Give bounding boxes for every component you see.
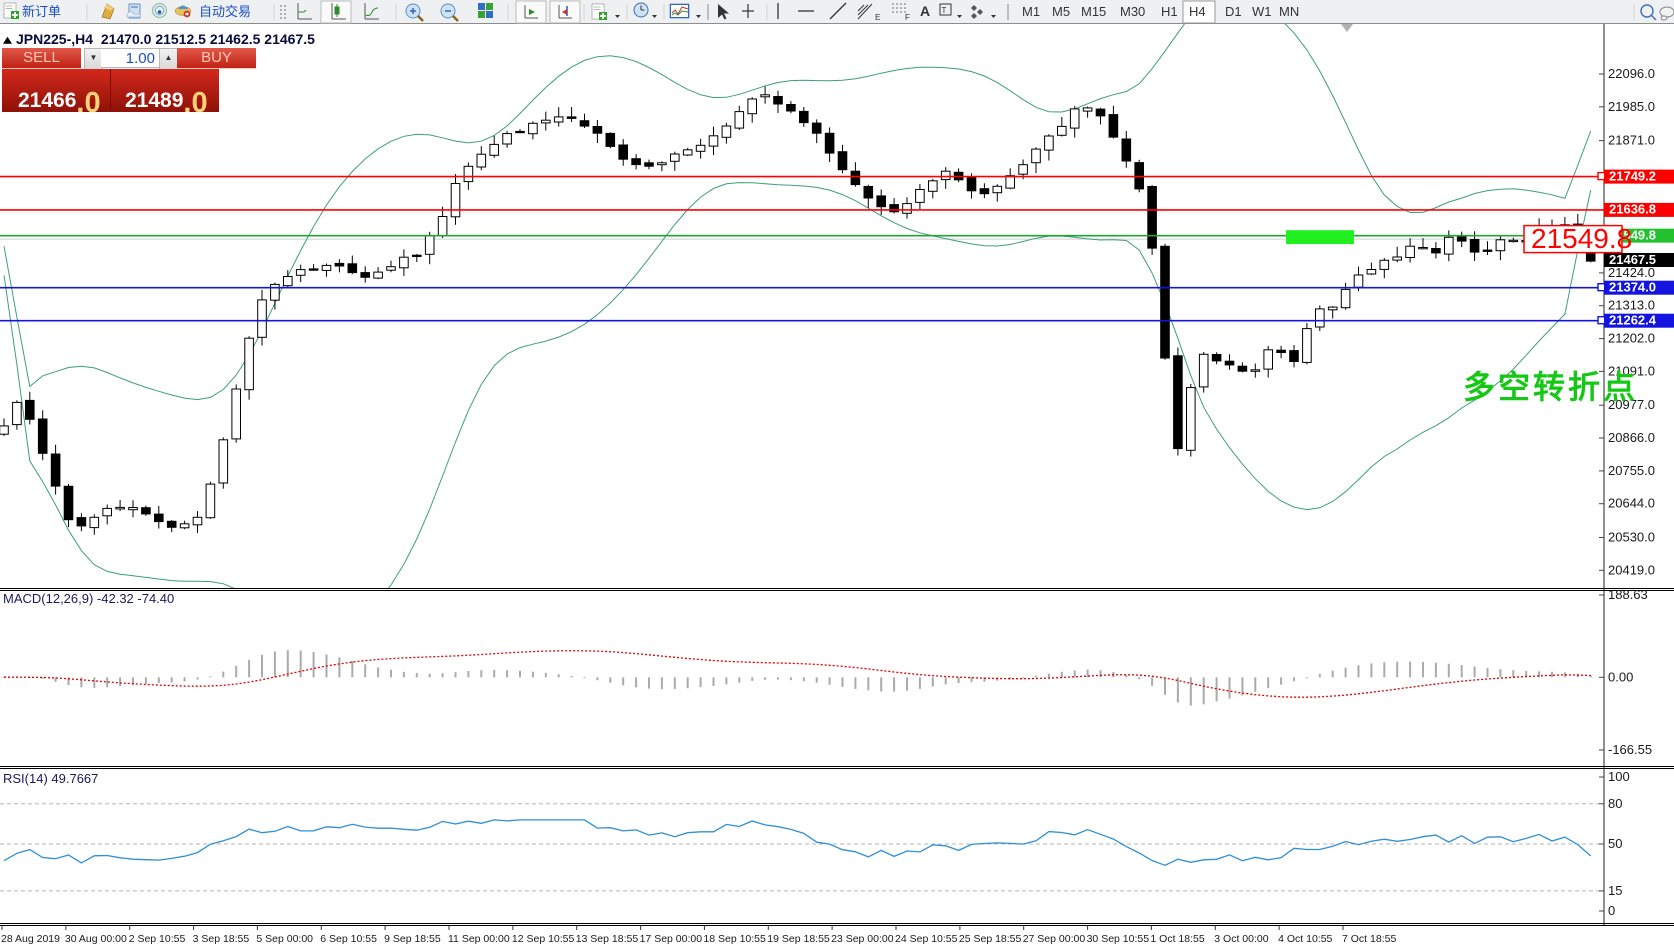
svg-text:20419.0: 20419.0 [1608, 562, 1655, 577]
svg-text:H1: H1 [1161, 4, 1178, 19]
svg-text:20866.0: 20866.0 [1608, 430, 1655, 445]
svg-text:21424.0: 21424.0 [1608, 265, 1655, 280]
svg-text:MN: MN [1279, 4, 1299, 19]
svg-text:5 Sep 00:00: 5 Sep 00:00 [256, 933, 313, 945]
svg-text:21871.0: 21871.0 [1608, 133, 1655, 148]
svg-text:7 Oct 18:55: 7 Oct 18:55 [1342, 933, 1396, 945]
svg-text:21374.0: 21374.0 [1609, 279, 1656, 294]
svg-text:3 Sep 18:55: 3 Sep 18:55 [193, 933, 250, 945]
svg-text:9 Sep 18:55: 9 Sep 18:55 [384, 933, 441, 945]
svg-text:D1: D1 [1225, 4, 1242, 19]
svg-text:M5: M5 [1052, 4, 1070, 19]
svg-text:H4: H4 [1189, 4, 1206, 19]
svg-text:M30: M30 [1120, 4, 1145, 19]
svg-text:21262.4: 21262.4 [1609, 312, 1657, 327]
svg-text:12 Sep 10:55: 12 Sep 10:55 [512, 933, 575, 945]
svg-text:19 Sep 18:55: 19 Sep 18:55 [767, 933, 830, 945]
svg-text:2 Sep 10:55: 2 Sep 10:55 [129, 933, 186, 945]
svg-text:11 Sep 00:00: 11 Sep 00:00 [448, 933, 510, 945]
svg-text:25 Sep 18:55: 25 Sep 18:55 [959, 933, 1022, 945]
svg-text:20530.0: 20530.0 [1608, 530, 1655, 545]
svg-text:20644.0: 20644.0 [1608, 496, 1655, 511]
svg-text:18 Sep 10:55: 18 Sep 10:55 [703, 933, 766, 945]
svg-text:新订单: 新订单 [22, 4, 61, 19]
svg-text:W1: W1 [1252, 4, 1272, 19]
svg-text:21202.0: 21202.0 [1608, 331, 1655, 346]
svg-text:21549.8: 21549.8 [1531, 223, 1632, 254]
svg-text:17 Sep 00:00: 17 Sep 00:00 [640, 933, 703, 945]
svg-text:22096.0: 22096.0 [1608, 66, 1655, 81]
svg-text:27 Sep 00:00: 27 Sep 00:00 [1023, 933, 1086, 945]
svg-text:T: T [942, 6, 947, 15]
svg-text:F: F [905, 13, 910, 22]
svg-text:自动交易: 自动交易 [199, 4, 251, 19]
svg-text:28 Aug 2019: 28 Aug 2019 [1, 933, 60, 945]
svg-text:23 Sep 00:00: 23 Sep 00:00 [831, 933, 894, 945]
svg-text:30 Sep 10:55: 30 Sep 10:55 [1087, 933, 1150, 945]
svg-text:6 Sep 10:55: 6 Sep 10:55 [320, 933, 377, 945]
svg-text:M1: M1 [1022, 4, 1040, 19]
svg-text:4 Oct 10:55: 4 Oct 10:55 [1278, 933, 1332, 945]
svg-text:M15: M15 [1081, 4, 1106, 19]
svg-text:21636.8: 21636.8 [1609, 202, 1656, 217]
svg-text:30 Aug 00:00: 30 Aug 00:00 [65, 933, 127, 945]
svg-text:1 Oct 18:55: 1 Oct 18:55 [1150, 933, 1204, 945]
svg-text:E: E [875, 13, 880, 22]
svg-text:3 Oct 00:00: 3 Oct 00:00 [1214, 933, 1268, 945]
svg-text:A: A [920, 3, 930, 19]
svg-text:20755.0: 20755.0 [1608, 463, 1655, 478]
svg-text:多空转折点: 多空转折点 [1463, 369, 1638, 405]
svg-text:21749.2: 21749.2 [1609, 168, 1656, 183]
svg-text:21313.0: 21313.0 [1608, 298, 1655, 313]
svg-text:13 Sep 18:55: 13 Sep 18:55 [576, 933, 639, 945]
svg-text:24 Sep 10:55: 24 Sep 10:55 [895, 933, 958, 945]
svg-text:21985.0: 21985.0 [1608, 99, 1655, 114]
